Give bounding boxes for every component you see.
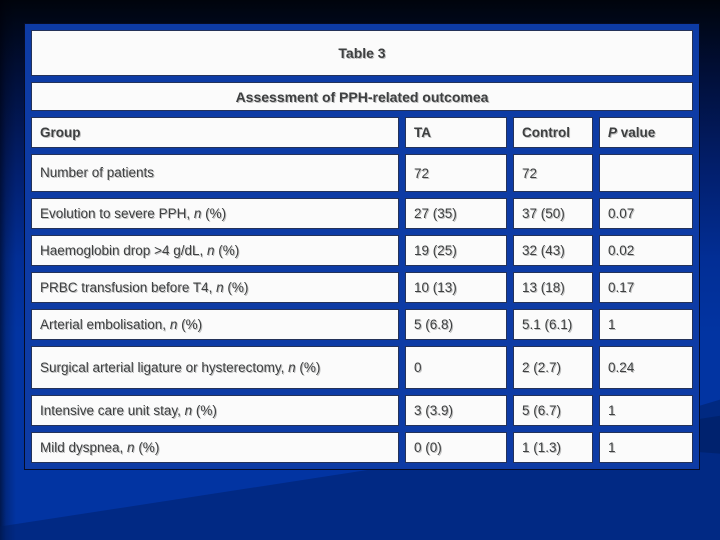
row-label-evolution-severe-pph: Evolution to severe PPH, n (%) (31, 198, 399, 229)
control-value: 13 (18) (513, 272, 593, 303)
row-label-arterial-embolisation: Arterial embolisation, n (%) (31, 309, 399, 340)
column-header-p-value: P value (599, 117, 693, 148)
ta-value: 19 (25) (405, 235, 507, 266)
control-value: 37 (50) (513, 198, 593, 229)
p-value: 0.02 (599, 235, 693, 266)
table-caption: Table 3 (31, 30, 693, 76)
control-value: 2 (2.7) (513, 346, 593, 389)
ta-value: 0 (0) (405, 432, 507, 463)
control-value: 5 (6.7) (513, 395, 593, 426)
ta-value: 27 (35) (405, 198, 507, 229)
ta-value: 3 (3.9) (405, 395, 507, 426)
p-value: 1 (599, 395, 693, 426)
outcomes-table: Table 3 Assessment of PPH-related outcom… (24, 23, 700, 470)
control-value: 5.1 (6.1) (513, 309, 593, 340)
row-label-intensive-care-unit-stay: Intensive care unit stay, n (%) (31, 395, 399, 426)
column-header-ta: TA (405, 117, 507, 148)
ta-value: 5 (6.8) (405, 309, 507, 340)
ta-value: 72 (405, 154, 507, 192)
p-value: 1 (599, 432, 693, 463)
row-label-surgical-ligature-hysterectomy: Surgical arterial ligature or hysterecto… (31, 346, 399, 389)
p-value: 0.24 (599, 346, 693, 389)
table-subtitle: Assessment of PPH-related outcomea (31, 82, 693, 111)
p-value: 0.17 (599, 272, 693, 303)
column-header-control: Control (513, 117, 593, 148)
control-value: 32 (43) (513, 235, 593, 266)
column-header-group: Group (31, 117, 399, 148)
row-label-mild-dyspnea: Mild dyspnea, n (%) (31, 432, 399, 463)
row-label-haemoglobin-drop: Haemoglobin drop >4 g/dL, n (%) (31, 235, 399, 266)
p-value-rest: value (617, 125, 656, 140)
ta-value: 0 (405, 346, 507, 389)
p-value (599, 154, 693, 192)
row-label-number-of-patients: Number of patients (31, 154, 399, 192)
control-value: 1 (1.3) (513, 432, 593, 463)
control-value: 72 (513, 154, 593, 192)
ta-value: 10 (13) (405, 272, 507, 303)
p-value: 1 (599, 309, 693, 340)
p-value: 0.07 (599, 198, 693, 229)
p-value-italic-p: P (608, 125, 618, 140)
row-label-prbc-transfusion: PRBC transfusion before T4, n (%) (31, 272, 399, 303)
